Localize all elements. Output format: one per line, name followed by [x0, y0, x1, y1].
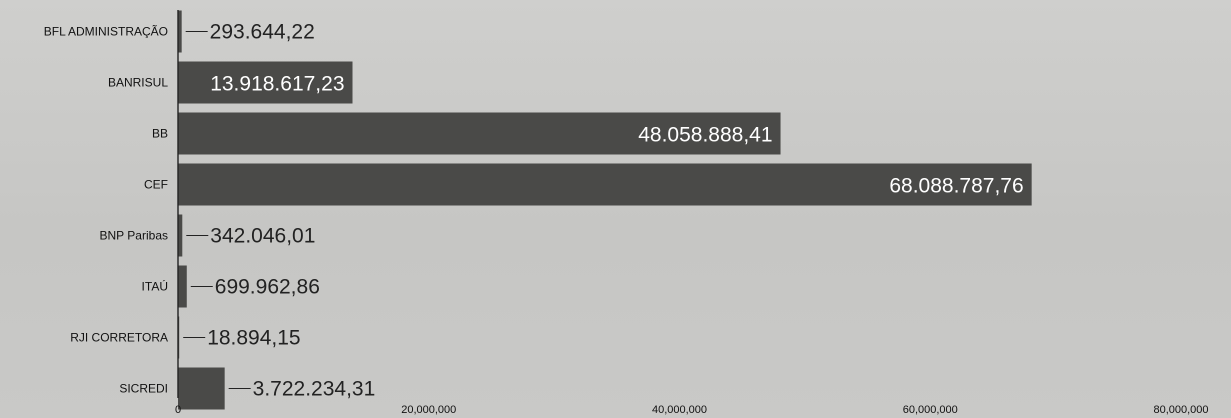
category-label-0: BFL ADMINISTRAÇÃO [44, 25, 168, 39]
labels-layer: BFL ADMINISTRAÇÃO 293.644,22 BANRISUL 13.91… [44, 21, 1024, 401]
category-label-6: RJI CORRETORA [70, 331, 168, 345]
x-tick-label-3: 60,000,000 [903, 404, 958, 416]
category-label-2: BB [152, 127, 168, 141]
bar-1 [178, 61, 353, 104]
bar-5 [178, 265, 187, 308]
value-label-2: 48.058.888,41 [638, 124, 772, 147]
category-label-1: BANRISUL [108, 76, 168, 90]
bars-layer [178, 10, 1032, 410]
bar-4 [178, 214, 183, 257]
bar-0 [178, 10, 182, 53]
category-label-3: CEF [144, 178, 168, 192]
value-label-0: 293.644,22 [210, 21, 315, 44]
x-tick-label-4: 80,000,000 [1153, 404, 1208, 416]
value-label-1: 13.918.617,23 [210, 73, 344, 96]
category-label-4: BNP Paribas [100, 229, 168, 243]
category-label-7: SICREDI [119, 382, 168, 396]
x-tick-label-2: 40,000,000 [652, 404, 707, 416]
x-tick-label-0: 0 [175, 404, 181, 416]
value-label-4: 342.046,01 [210, 225, 315, 248]
value-label-5: 699.962,86 [215, 276, 320, 299]
value-label-3: 68.088.787,76 [889, 175, 1023, 198]
axis-layer: 0 20,000,000 40,000,000 60,000,000 80,000,00… [175, 10, 1209, 416]
bar-2 [178, 112, 781, 155]
bar-3 [178, 163, 1032, 206]
x-tick-label-1: 20,000,000 [401, 404, 456, 416]
value-label-6: 18.894,15 [207, 327, 300, 350]
category-label-5: ITAÚ [142, 279, 168, 294]
bar-7 [178, 367, 225, 410]
value-label-7: 3.722.234,31 [253, 378, 376, 401]
